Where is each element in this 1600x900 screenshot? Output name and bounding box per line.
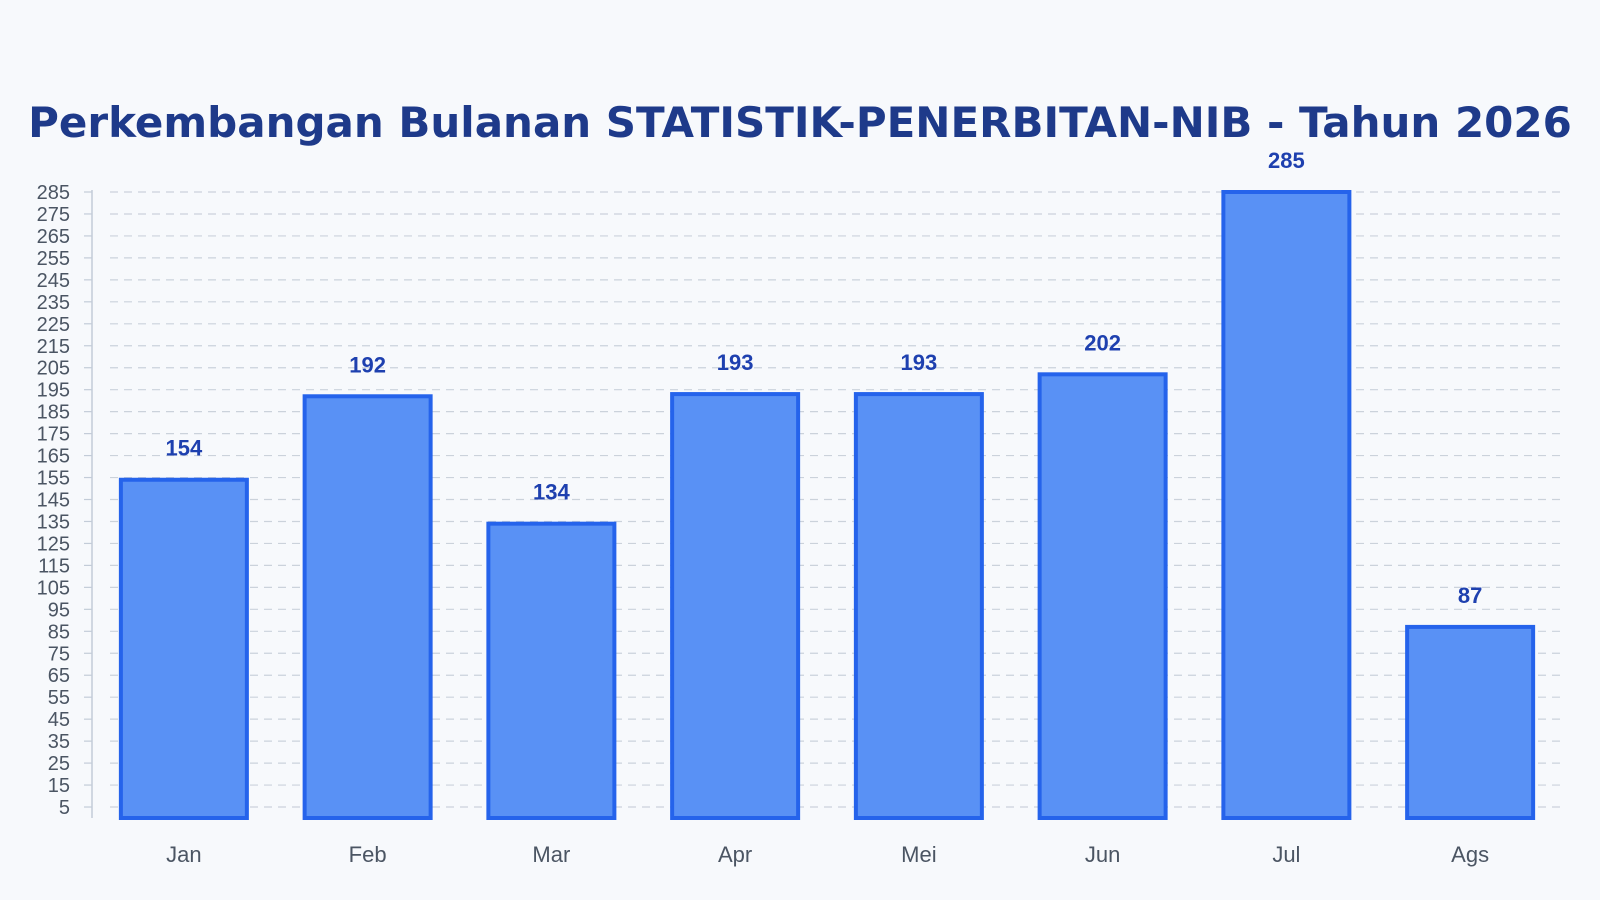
y-tick-label: 55: [48, 687, 70, 709]
value-label: 134: [533, 480, 570, 505]
y-tick-label: 235: [37, 292, 70, 314]
value-label: 154: [166, 436, 203, 461]
y-tick-label: 225: [37, 314, 70, 336]
x-category-label: Jun: [1085, 842, 1120, 867]
y-tick-label: 255: [37, 248, 70, 270]
y-tick-label: 285: [37, 182, 70, 204]
value-label: 193: [717, 350, 754, 375]
y-tick-label: 5: [59, 797, 70, 819]
bar-ags[interactable]: [1405, 624, 1536, 821]
x-category-label: Apr: [718, 842, 752, 867]
x-category-label: Jan: [166, 842, 201, 867]
y-tick-label: 15: [48, 775, 70, 797]
value-label: 193: [901, 350, 938, 375]
bar-apr[interactable]: [670, 392, 801, 820]
y-tick-label: 25: [48, 753, 70, 775]
value-label: 202: [1084, 330, 1121, 355]
bar-jul[interactable]: [1221, 190, 1352, 820]
chart-title: Perkembangan Bulanan STATISTIK-PENERBITA…: [28, 98, 1572, 147]
y-tick-label: 185: [37, 402, 70, 424]
y-tick-label: 245: [37, 270, 70, 292]
bar-mar[interactable]: [486, 521, 617, 820]
y-tick-label: 95: [48, 599, 70, 621]
value-label: 285: [1268, 148, 1305, 173]
y-tick-label: 85: [48, 621, 70, 643]
y-tick-label: 265: [37, 226, 70, 248]
y-tick-label: 125: [37, 533, 70, 555]
y-tick-label: 35: [48, 731, 70, 753]
y-tick-label: 105: [37, 577, 70, 599]
x-category-label: Ags: [1451, 842, 1489, 867]
x-category-label: Feb: [349, 842, 387, 867]
y-tick-label: 175: [37, 424, 70, 446]
y-tick-label: 275: [37, 204, 70, 226]
x-category-label: Mei: [901, 842, 936, 867]
y-tick-label: 75: [48, 643, 70, 665]
y-tick-label: 165: [37, 446, 70, 468]
y-tick-label: 155: [37, 468, 70, 490]
y-tick-label: 195: [37, 380, 70, 402]
y-tick-label: 145: [37, 490, 70, 512]
x-category-label: Jul: [1272, 842, 1300, 867]
y-tick-label: 45: [48, 709, 70, 731]
y-tick-label: 215: [37, 336, 70, 358]
x-category-label: Mar: [532, 842, 570, 867]
y-tick-label: 205: [37, 358, 70, 380]
bar-feb[interactable]: [302, 394, 433, 820]
y-tick-label: 65: [48, 665, 70, 687]
value-label: 192: [349, 352, 386, 377]
bar-jan[interactable]: [118, 477, 249, 820]
bar-mei[interactable]: [853, 392, 984, 820]
y-tick-label: 115: [38, 555, 70, 577]
y-tick-label: 135: [37, 511, 70, 533]
value-label: 87: [1458, 583, 1482, 608]
bar-jun[interactable]: [1037, 372, 1168, 820]
